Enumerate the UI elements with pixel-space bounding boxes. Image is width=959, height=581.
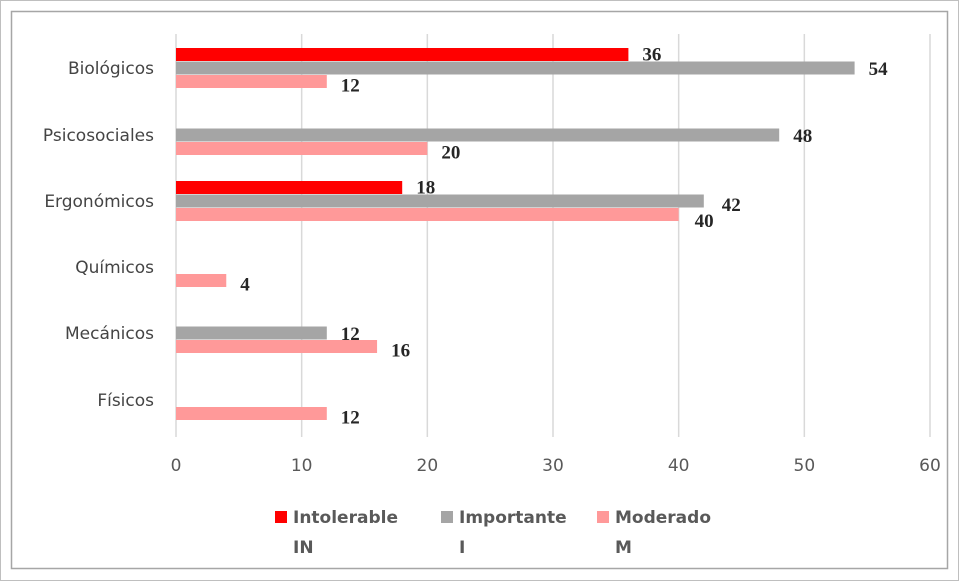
category-label: Mecánicos <box>65 324 154 344</box>
data-label: 42 <box>722 195 741 216</box>
legend-swatch <box>275 511 287 523</box>
data-label: 18 <box>416 178 435 199</box>
category-label: Psicosociales <box>43 126 154 146</box>
bar-1-0 <box>176 61 855 75</box>
legend: Intolerable IN Importante I Moderado M <box>275 508 711 558</box>
bars <box>176 48 855 420</box>
legend-label: Moderado <box>615 508 711 528</box>
bar-1-1 <box>176 128 780 142</box>
bar-2-3 <box>176 274 227 287</box>
x-tick-label: 30 <box>542 456 564 476</box>
bar-1-2 <box>176 194 704 208</box>
bar-2-2 <box>176 208 679 221</box>
data-label: 20 <box>441 143 460 164</box>
bar-2-5 <box>176 407 327 420</box>
data-label: 40 <box>695 211 714 232</box>
x-tick-label: 10 <box>291 456 313 476</box>
legend-label: Importante <box>459 508 567 528</box>
data-label: 4 <box>240 275 250 296</box>
data-label: 54 <box>869 59 889 80</box>
legend-label-code: M <box>615 538 632 558</box>
data-label: 12 <box>341 324 360 345</box>
x-tick-label: 40 <box>668 456 690 476</box>
category-label: Ergonómicos <box>44 192 154 212</box>
bar-2-0 <box>176 75 327 88</box>
data-label: 16 <box>391 341 410 362</box>
category-label: Biológicos <box>68 59 154 79</box>
bar-2-4 <box>176 340 378 353</box>
category-label: Físicos <box>97 391 154 411</box>
gridlines <box>175 34 931 437</box>
x-tick-labels: 0 10 20 30 40 50 60 <box>171 456 941 476</box>
data-label: 12 <box>341 76 360 97</box>
x-tick-label: 50 <box>794 456 816 476</box>
bar-1-4 <box>176 326 327 340</box>
bar-2-1 <box>176 142 428 155</box>
legend-swatch <box>441 511 453 523</box>
chart-border <box>10 10 949 570</box>
legend-label-code: IN <box>293 538 314 558</box>
bar-0-0 <box>176 48 629 61</box>
bar-0-2 <box>176 181 403 194</box>
legend-swatch <box>597 511 609 523</box>
x-tick-label: 20 <box>417 456 439 476</box>
data-labels: 36 54 12 48 20 18 42 40 4 12 16 12 <box>240 45 888 429</box>
x-tick-label: 0 <box>171 456 182 476</box>
legend-label-code: I <box>459 538 465 558</box>
data-label: 48 <box>793 126 812 147</box>
data-label: 12 <box>341 408 360 429</box>
legend-label: Intolerable <box>293 508 398 528</box>
category-label: Químicos <box>75 258 154 278</box>
x-tick-label: 60 <box>919 456 941 476</box>
category-labels: Biológicos Psicosociales Ergonómicos Químic… <box>43 59 154 411</box>
data-label: 36 <box>642 45 661 66</box>
